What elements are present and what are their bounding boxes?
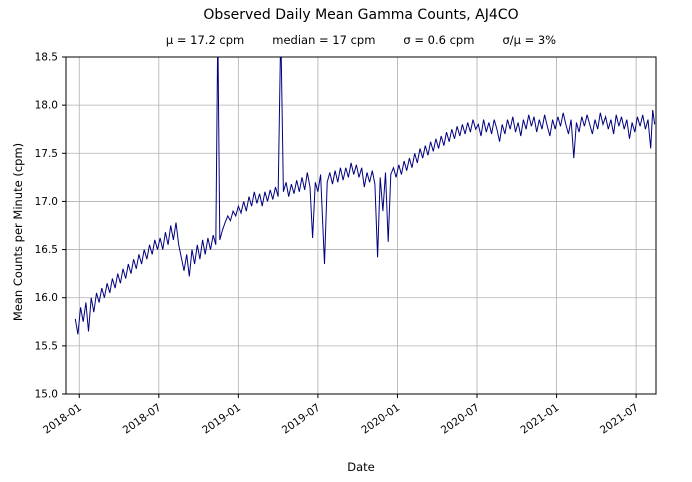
x-tick-label: 2020-07 bbox=[439, 402, 482, 437]
y-tick-label: 16.5 bbox=[35, 244, 58, 256]
chart-subtitle: μ = 17.2 cpm median = 17 cpm σ = 0.6 cpm… bbox=[66, 33, 656, 47]
y-tick-label: 16.0 bbox=[35, 292, 58, 304]
x-tick-label: 2021-01 bbox=[518, 402, 561, 437]
y-tick-label: 15.5 bbox=[35, 340, 58, 352]
x-tick-label: 2019-07 bbox=[280, 402, 323, 437]
y-tick-label: 18.0 bbox=[35, 100, 58, 112]
x-axis-label: Date bbox=[347, 460, 375, 474]
y-axis-label: Mean Counts per Minute (cpm) bbox=[11, 142, 25, 322]
x-tick-label: 2018-07 bbox=[121, 402, 164, 437]
y-tick-label: 17.5 bbox=[35, 148, 58, 160]
plot-border bbox=[65, 56, 657, 395]
x-tick-label: 2019-01 bbox=[200, 402, 243, 437]
x-tick-label: 2018-01 bbox=[41, 402, 84, 437]
y-tick-label: 15.0 bbox=[35, 389, 58, 401]
chart-title: Observed Daily Mean Gamma Counts, AJ4CO bbox=[203, 7, 519, 23]
x-tick-label: 2021-07 bbox=[598, 402, 641, 437]
stat-mean: μ = 17.2 cpm bbox=[165, 33, 245, 47]
y-tick-label: 17.0 bbox=[35, 196, 58, 208]
stat-sigma: σ = 0.6 cpm bbox=[403, 33, 475, 47]
x-tick-label: 2020-01 bbox=[359, 402, 402, 437]
data-line bbox=[74, 57, 656, 335]
stat-sigma-over-mu: σ/μ = 3% bbox=[502, 33, 557, 47]
stat-median: median = 17 cpm bbox=[272, 33, 376, 47]
y-tick-label: 18.5 bbox=[35, 52, 58, 64]
